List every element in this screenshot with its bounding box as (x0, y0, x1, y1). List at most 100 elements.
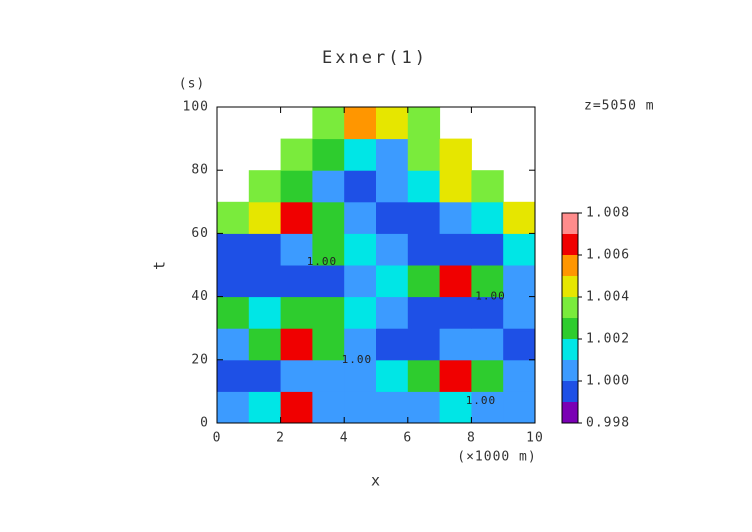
contour-cell (439, 265, 472, 298)
contour-cell (312, 233, 345, 266)
contour-cell (280, 201, 313, 234)
x-tick-label: 2 (276, 431, 285, 446)
contour-label: 1.00 (466, 394, 497, 407)
contour-cell (376, 296, 409, 329)
contour-cell (503, 359, 536, 392)
contour-cell (376, 265, 409, 298)
contour-cell (471, 296, 504, 329)
contour-cell (344, 233, 377, 266)
colorbar-segment (562, 381, 578, 402)
contour-cell (217, 391, 250, 424)
y-tick-label: 80 (191, 163, 209, 178)
contour-cell (344, 138, 377, 171)
contour-cell (407, 359, 441, 392)
contour-cell (248, 233, 282, 266)
colorbar-segment (562, 402, 578, 423)
contour-cell (439, 201, 472, 234)
contour-cell (471, 328, 504, 361)
contour-cell (217, 359, 250, 392)
contour-cell (503, 296, 536, 329)
contour-cell (280, 328, 313, 361)
contour-cell (280, 170, 313, 203)
contour-cell (439, 138, 472, 171)
contour-cell (503, 233, 536, 266)
y-tick-label: 100 (183, 100, 209, 115)
y-tick-label: 20 (191, 352, 209, 367)
contour-cell (471, 170, 504, 203)
contour-cell (312, 328, 345, 361)
contour-cell (407, 328, 441, 361)
contour-cell (217, 328, 250, 361)
contour-cell (312, 201, 345, 234)
contour-cell (280, 359, 313, 392)
contour-cell (471, 233, 504, 266)
contour-cell (217, 296, 250, 329)
contour-cell (248, 170, 282, 203)
contour-cell (344, 170, 377, 203)
contour-cell (248, 296, 282, 329)
contour-cell (248, 391, 282, 424)
contour-cell (280, 391, 313, 424)
y-unit: (s) (179, 77, 205, 92)
x-tick-label: 4 (340, 431, 349, 446)
y-tick-label: 0 (200, 416, 209, 431)
colorbar-tick-label: 1.004 (586, 290, 630, 305)
contour-cell (503, 201, 536, 234)
colorbar-segment (562, 297, 578, 318)
contour-cell (376, 391, 409, 424)
contour-cell (280, 138, 313, 171)
contour-cell (344, 296, 377, 329)
x-tick-label: 10 (526, 431, 544, 446)
contour-cell (471, 359, 504, 392)
contour-cell (217, 233, 250, 266)
contour-cell (312, 391, 345, 424)
contour-cell (344, 201, 377, 234)
contour-cell (439, 359, 472, 392)
contour-cell (376, 170, 409, 203)
colorbar-segment (562, 276, 578, 297)
contour-cell (376, 233, 409, 266)
contour-cell (248, 201, 282, 234)
contour-cell (439, 328, 472, 361)
colorbar-segment (562, 318, 578, 339)
contour-cell (217, 265, 250, 298)
y-tick-label: 60 (191, 226, 209, 241)
colorbar-tick-label: 1.000 (586, 374, 630, 389)
x-tick-label: 0 (213, 431, 222, 446)
contour-cell (312, 359, 345, 392)
colorbar-segment (562, 360, 578, 381)
contour-cell (312, 138, 345, 171)
plot-frame (216, 106, 536, 424)
contour-cell (503, 328, 536, 361)
contour-cell (439, 170, 472, 203)
colorbar-tick-label: 1.008 (586, 206, 630, 221)
contour-cell (280, 233, 313, 266)
colorbar-segment (562, 255, 578, 276)
contour-cell (376, 201, 409, 234)
colorbar-tick-label: 1.006 (586, 248, 630, 263)
contour-cell (471, 265, 504, 298)
colorbar-tick-label: 1.002 (586, 332, 630, 347)
contour-cell (280, 265, 313, 298)
contour-cell (217, 201, 250, 234)
contour-cell (471, 201, 504, 234)
colorbar-tick-label: 0.998 (586, 416, 630, 431)
contour-cell (344, 265, 377, 298)
contour-cell (344, 359, 377, 392)
y-tick-label: 40 (191, 289, 209, 304)
contour-cell (407, 107, 441, 140)
colorbar-segment (562, 213, 578, 234)
contour-label: 1.00 (475, 290, 506, 303)
contour-cell (248, 328, 282, 361)
contour-cell (439, 233, 472, 266)
contour-cell (280, 296, 313, 329)
contour-cell (312, 296, 345, 329)
contour-cell (439, 391, 472, 424)
contour-cell (344, 391, 377, 424)
contour-cell (407, 265, 441, 298)
contour-cell (312, 265, 345, 298)
contour-cell (376, 328, 409, 361)
x-unit: (×1000 m) (457, 450, 536, 465)
x-tick-label: 6 (403, 431, 412, 446)
contour-cell (407, 138, 441, 171)
